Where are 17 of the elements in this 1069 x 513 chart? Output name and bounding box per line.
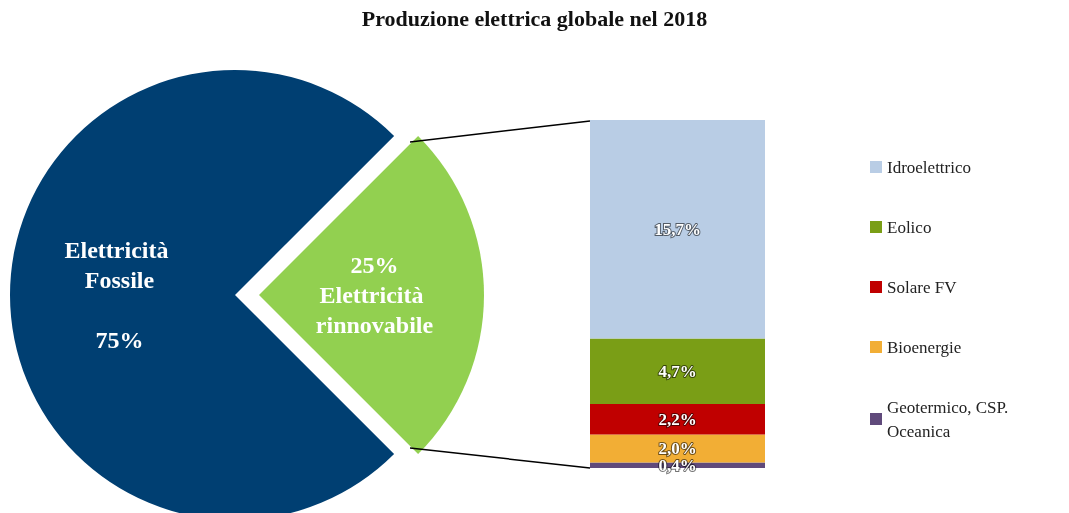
text: Produzione elettrica globale nel 2018: [360, 6, 709, 32]
bar: [590, 338, 765, 404]
slice-label: Elettricità Fossile: [64, 237, 175, 293]
legend-label: Solare FV: [887, 277, 958, 297]
data-label: 2,0%: [658, 439, 697, 459]
bar: [590, 403, 765, 435]
bar: [590, 120, 765, 339]
legend-label: Bioenergie: [887, 337, 962, 357]
data-label: 15,7%: [654, 219, 701, 239]
slice-label: Elettricità rinnovabile: [315, 282, 434, 338]
data-label: 2,2%: [658, 409, 697, 429]
data-label: 4,7%: [658, 361, 697, 381]
legend-label: Idroelettrico: [887, 157, 972, 177]
data-label: 75%: [95, 327, 144, 353]
legend-label: Eolico: [887, 217, 932, 237]
data-label: 25%: [350, 252, 399, 278]
legend-label: Geotermico, CSP. Oceanica: [887, 397, 1013, 441]
